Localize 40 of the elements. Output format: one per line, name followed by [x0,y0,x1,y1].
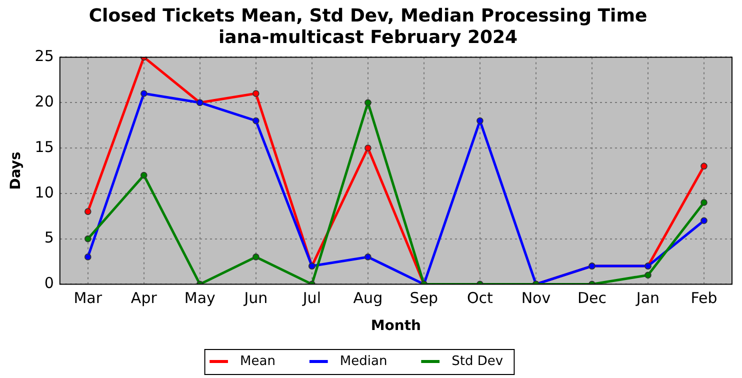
x-tick-label: Aug [353,289,383,308]
y-tick-label: 5 [44,228,54,247]
point [140,90,148,97]
y-tick-label: 20 [34,92,54,110]
point [252,90,260,97]
x-tick-label: Mar [74,289,103,308]
x-tick-label: Dec [577,289,606,308]
x-axis-title: Month [370,318,422,334]
chart-title: Closed Tickets Mean, Std Dev, Median Processing Time iana-multicast February 2024 [88,5,648,48]
x-tick-label: Apr [130,289,158,308]
y-axis-title: Days [8,152,24,190]
x-tick-label: Jan [635,289,660,308]
x-tick-label: Jul [302,289,321,308]
point [364,144,372,152]
y-tick-label: 15 [34,138,54,156]
x-tick-label: Oct [466,289,494,308]
legend-label: Median [332,354,408,369]
x-tick-label: Nov [521,289,551,308]
point [644,272,652,279]
point [364,99,372,106]
y-tick-label: 0 [44,274,54,292]
point [84,208,92,215]
point [476,117,484,124]
point [700,217,708,224]
legend-label: Std Dev [443,354,524,369]
point [700,199,708,206]
legend-label: Mean [232,354,296,369]
point [700,162,708,170]
x-tick-label: Feb [690,289,718,308]
point [364,254,372,260]
y-tick-label: 25 [34,47,54,66]
point [252,117,260,124]
point [252,254,260,260]
point [140,172,148,179]
x-tick-label: May [184,289,216,308]
point [84,254,92,260]
point [84,235,92,242]
y-tick-label: 10 [34,183,54,202]
x-tick-label: Sep [410,289,438,308]
x-tick-label: Jun [243,289,268,308]
